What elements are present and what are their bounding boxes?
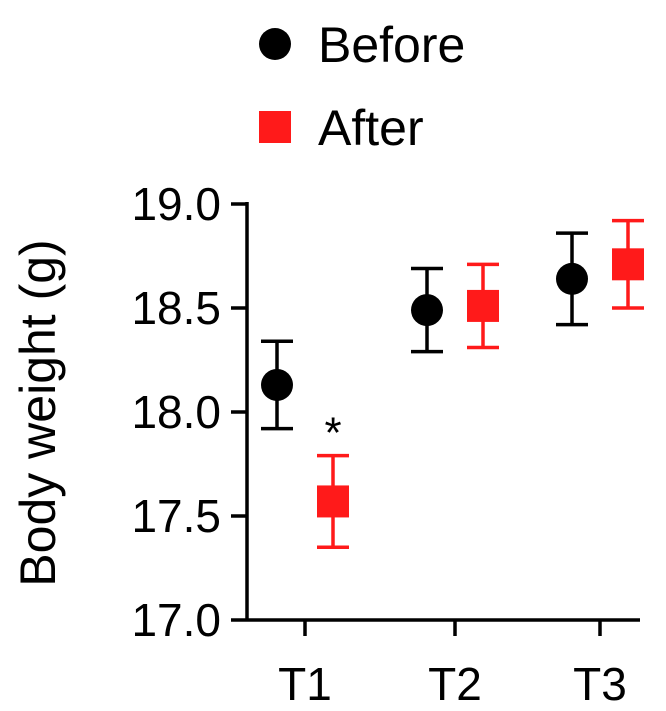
x-axis: T1 T2 T3 (247, 618, 640, 710)
marker (317, 485, 349, 518)
y-tick-label-3: 18.5 (131, 282, 221, 334)
legend-label: After (318, 100, 424, 156)
y-tick-label-2: 18.0 (131, 386, 221, 438)
legend-marker (259, 28, 291, 60)
marker (556, 262, 588, 295)
legend-item-after: After (259, 100, 424, 156)
point-before-t2 (411, 266, 443, 354)
point-after-t1 (317, 453, 349, 549)
x-tick-label-2: T3 (573, 658, 627, 710)
y-tick-label-1: 17.5 (131, 490, 221, 542)
point-after-t3 (612, 218, 644, 310)
y-axis: 17.0 17.5 18.0 18.5 19.0 (131, 178, 249, 646)
y-tick-label-4: 19.0 (131, 178, 221, 230)
x-tick-label-0: T1 (278, 658, 332, 710)
point-after-t2 (467, 262, 499, 350)
legend-item-before: Before (259, 17, 465, 73)
annotation-0: * (324, 409, 341, 458)
legend: Before After (259, 17, 465, 156)
legend-marker (259, 111, 291, 143)
marker (612, 248, 644, 281)
plot-area: * (261, 218, 644, 549)
x-tick-label-1: T2 (428, 658, 482, 710)
marker (261, 368, 293, 401)
marker (467, 289, 499, 322)
y-axis-title: Body weight (g) (10, 239, 66, 586)
point-before-t3 (556, 231, 588, 327)
point-before-t1 (261, 339, 293, 431)
y-tick-label-0: 17.0 (131, 594, 221, 646)
legend-label: Before (318, 17, 465, 73)
marker (411, 294, 443, 327)
